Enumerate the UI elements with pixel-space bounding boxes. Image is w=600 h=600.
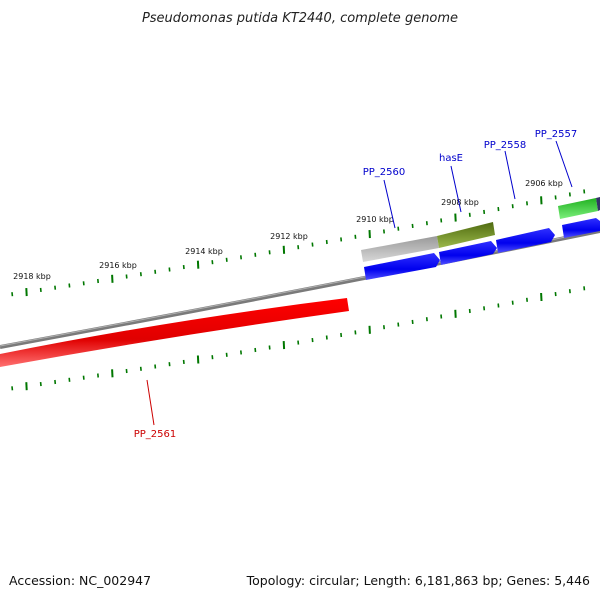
gene-label-pp-2558[interactable]: PP_2558 bbox=[484, 140, 527, 151]
kbp-label: 2906 kbp bbox=[525, 179, 563, 188]
kbp-label: 2908 kbp bbox=[441, 198, 479, 207]
genome-summary-text: Topology: circular; Length: 6,181,863 bp… bbox=[246, 573, 590, 588]
gene-label-pp-2561[interactable]: PP_2561 bbox=[134, 429, 177, 440]
outer-ruler-ticks bbox=[11, 189, 586, 297]
gene-pp-2557-feature[interactable] bbox=[562, 218, 600, 238]
kbp-label: 2914 kbp bbox=[185, 247, 223, 256]
gene-label-pp-2560[interactable]: PP_2560 bbox=[363, 167, 406, 178]
kbp-label: 2910 kbp bbox=[356, 215, 394, 224]
accession-text: Accession: NC_002947 bbox=[9, 573, 151, 588]
gene-hase-feature[interactable] bbox=[439, 241, 497, 265]
hase-leader-line bbox=[450, 165, 462, 213]
pp-2558-leader-line bbox=[504, 150, 516, 200]
gene-label-hase[interactable]: hasE bbox=[439, 153, 463, 164]
kbp-label: 2918 kbp bbox=[13, 272, 51, 281]
gene-label-pp-2557[interactable]: PP_2557 bbox=[535, 129, 578, 140]
feature-dark-block[interactable] bbox=[596, 197, 600, 211]
gene-pp-2558-feature[interactable] bbox=[496, 228, 555, 253]
pp-2560-leader-line bbox=[383, 179, 396, 229]
feature-green-block[interactable] bbox=[558, 198, 598, 219]
gene-pp-2560-feature[interactable] bbox=[364, 253, 440, 280]
gene-pp-2561-feature[interactable] bbox=[0, 298, 349, 367]
kbp-label: 2916 kbp bbox=[99, 261, 137, 270]
feature-grey-block[interactable] bbox=[361, 236, 439, 262]
pp-2557-leader-line bbox=[555, 140, 573, 188]
pp-2561-leader-line bbox=[146, 379, 155, 426]
kbp-label: 2912 kbp bbox=[270, 232, 308, 241]
map-title: Pseudomonas putida KT2440, complete geno… bbox=[142, 11, 458, 26]
inner-ruler-ticks bbox=[11, 286, 586, 391]
feature-olive-block[interactable] bbox=[437, 222, 495, 248]
